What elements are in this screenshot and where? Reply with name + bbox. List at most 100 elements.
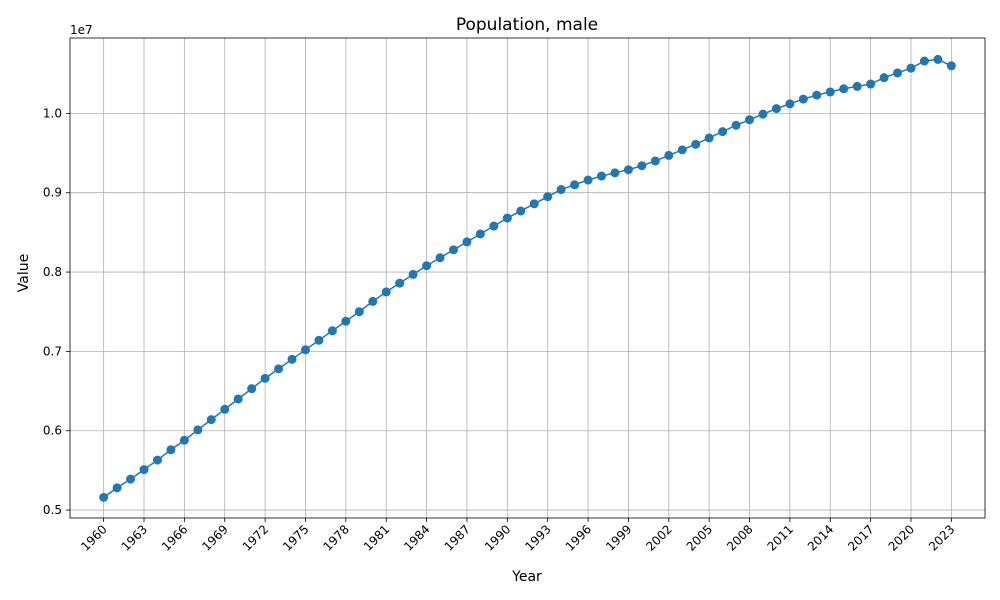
- data-point: [785, 99, 795, 109]
- x-tick-label: 1987: [442, 522, 473, 553]
- data-point: [933, 54, 943, 64]
- data-point: [866, 79, 876, 89]
- x-tick-label: 1978: [320, 522, 351, 553]
- axes: [69, 37, 986, 519]
- data-point: [771, 104, 781, 114]
- data-point: [825, 87, 835, 97]
- data-point: [543, 192, 553, 202]
- x-tick-label: 1966: [159, 522, 190, 553]
- x-tick-label: 1972: [240, 522, 271, 553]
- data-point: [637, 161, 647, 171]
- data-point: [247, 384, 257, 394]
- data-point: [489, 221, 499, 231]
- data-point: [260, 373, 270, 383]
- y-tick-label: 1.0: [43, 106, 62, 120]
- data-point: [126, 474, 136, 484]
- data-point: [99, 492, 109, 502]
- data-point: [287, 354, 297, 364]
- data-point: [206, 415, 216, 425]
- data-point: [758, 109, 768, 119]
- y-tick-label: 0.7: [43, 344, 62, 358]
- x-tick-label: 1996: [563, 522, 594, 553]
- data-point: [623, 165, 633, 175]
- y-ticks: 0.5 0.6 0.7 0.8 0.9 1.0: [43, 106, 70, 517]
- data-point: [220, 404, 230, 414]
- data-point: [919, 56, 929, 66]
- y-tick-label: 0.6: [43, 424, 62, 438]
- data-point: [395, 278, 405, 288]
- series-layer: [99, 54, 956, 502]
- data-point: [341, 316, 351, 326]
- grid: [70, 38, 985, 518]
- data-point: [381, 287, 391, 297]
- x-tick-label: 1990: [482, 522, 513, 553]
- data-point: [798, 94, 808, 104]
- data-point: [462, 237, 472, 247]
- x-tick-label: 2002: [643, 522, 674, 553]
- data-point: [139, 465, 149, 475]
- x-tick-label: 2023: [926, 522, 957, 553]
- y-offset-label: 1e7: [70, 23, 93, 37]
- y-tick-label: 0.9: [43, 186, 62, 200]
- x-tick-label: 2005: [684, 522, 715, 553]
- data-point: [906, 63, 916, 73]
- data-point: [475, 229, 485, 239]
- data-point: [435, 253, 445, 263]
- data-point: [529, 199, 539, 209]
- data-point: [570, 180, 580, 190]
- x-ticks: 1960 1963 1966 1969 1972 1975 1978 1981 1984 1987…: [78, 518, 957, 554]
- data-point: [516, 206, 526, 216]
- x-tick-label: 1975: [280, 522, 311, 553]
- y-axis-title: Value: [16, 254, 32, 292]
- x-tick-label: 2008: [724, 522, 755, 553]
- data-point: [650, 156, 660, 166]
- data-point: [448, 245, 458, 255]
- y-tick-label: 0.8: [43, 265, 62, 279]
- data-point: [946, 61, 956, 71]
- x-tick-label: 1984: [401, 522, 432, 553]
- data-point: [597, 171, 607, 181]
- data-point: [812, 90, 822, 100]
- data-point: [664, 150, 674, 160]
- data-point: [879, 73, 889, 83]
- data-point: [193, 425, 203, 435]
- x-tick-label: 1981: [361, 522, 392, 553]
- data-point: [314, 335, 324, 345]
- data-point: [731, 120, 741, 130]
- data-point: [152, 455, 162, 465]
- data-point: [408, 269, 418, 279]
- data-point: [300, 345, 310, 355]
- x-tick-label: 1963: [119, 522, 150, 553]
- data-point: [368, 296, 378, 306]
- x-tick-label: 1969: [199, 522, 230, 553]
- data-point: [502, 213, 512, 223]
- x-tick-label: 2011: [765, 522, 796, 553]
- data-point: [718, 127, 728, 137]
- data-point: [691, 139, 701, 149]
- data-point: [179, 435, 189, 445]
- x-tick-label: 2017: [845, 522, 876, 553]
- data-point: [233, 394, 243, 404]
- data-point: [893, 68, 903, 78]
- chart-title: Population, male: [456, 15, 598, 35]
- x-tick-label: 2020: [886, 522, 917, 553]
- data-point: [422, 261, 432, 271]
- y-tick-label: 0.5: [43, 503, 62, 517]
- data-point: [556, 185, 566, 195]
- series-line: [103, 58, 952, 498]
- data-point: [354, 307, 364, 317]
- data-point: [166, 445, 176, 455]
- data-point: [327, 326, 337, 336]
- plot-frame: [69, 37, 986, 519]
- data-point: [112, 483, 122, 493]
- x-tick-label: 2014: [805, 522, 836, 553]
- data-point: [852, 81, 862, 91]
- data-point: [274, 364, 284, 374]
- data-point: [610, 168, 620, 178]
- data-point: [677, 145, 687, 155]
- data-point: [745, 115, 755, 125]
- data-point: [839, 84, 849, 94]
- data-point: [583, 175, 593, 185]
- x-tick-label: 1993: [522, 522, 553, 553]
